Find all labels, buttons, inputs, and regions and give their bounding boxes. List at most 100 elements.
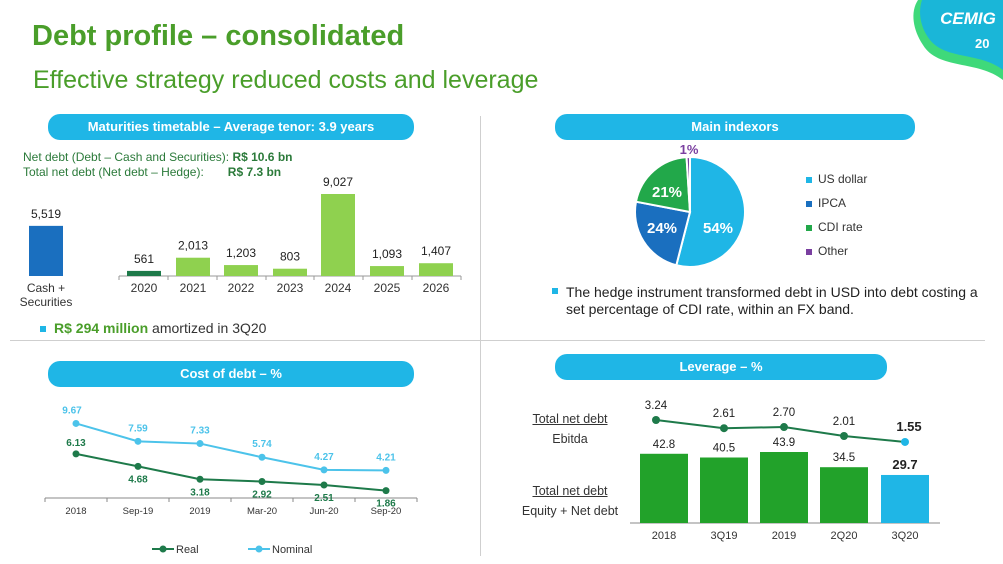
- ratio2-bottom: Equity + Net debt: [521, 504, 619, 518]
- maturities-bar: [370, 266, 404, 276]
- cost-value-label: 4.21: [376, 452, 396, 463]
- cost-legend-label: Real: [176, 544, 199, 556]
- net-debt-label: Net debt (Debt – Cash and Securities):: [23, 150, 230, 164]
- leverage-bar-label: 40.5: [713, 442, 735, 454]
- ratio1-top: Total net debt: [532, 412, 608, 426]
- cost-point: [72, 450, 80, 458]
- leverage-point: [720, 424, 728, 433]
- maturities-category-label: 2026: [423, 281, 450, 295]
- total-net-debt-value: R$ 7.3 bn: [227, 165, 282, 179]
- maturities-category-label: 2023: [277, 281, 304, 295]
- cost-series-line-nominal: [75, 422, 387, 472]
- legend-item: Other: [806, 244, 848, 258]
- cost-value-label: 2.51: [314, 493, 334, 504]
- maturities-value-label: 1,203: [226, 246, 256, 260]
- amortized-value: R$ 294 million: [54, 320, 149, 336]
- legend-label: US dollar: [818, 172, 868, 186]
- cost-of-debt-chart: 2018 Sep-19 2019 Mar-20 Jun-20 Sep-20 6.13 4.68…: [44, 405, 418, 556]
- legend-label: IPCA: [818, 196, 847, 210]
- cost-point: [134, 437, 142, 445]
- net-debt-text: Net debt (Debt – Cash and Securities): R…: [23, 150, 292, 180]
- horizontal-divider: [10, 340, 985, 341]
- maturities-value-label: 5,519: [31, 207, 61, 221]
- maturities-bar: [273, 268, 307, 276]
- leverage-bar-label: 43.9: [773, 437, 795, 449]
- hedge-note: The hedge instrument transformed debt in…: [552, 284, 982, 318]
- indexors-pill: Main indexors: [555, 114, 915, 140]
- logo-text: CEMIG: [940, 9, 996, 28]
- maturities-category-label: 2024: [325, 281, 352, 295]
- cost-category-label: Mar-20: [247, 506, 277, 517]
- leverage-line-label: 1.55: [896, 419, 921, 434]
- cost-point: [258, 453, 266, 461]
- cost-value-label: 2.92: [252, 489, 272, 500]
- maturities-value-label: 1,407: [421, 244, 451, 258]
- leverage-category-label: 2018: [652, 530, 676, 542]
- maturities-bar: [419, 263, 453, 276]
- cost-category-label: Sep-19: [123, 506, 154, 517]
- leverage-point: [652, 416, 660, 424]
- maturities-bar: [224, 265, 258, 276]
- leverage-bar: [640, 453, 688, 523]
- leverage-bar-label: 34.5: [833, 452, 855, 464]
- maturities-bar: [29, 225, 63, 276]
- cost-series-line-real: [75, 452, 387, 492]
- hedge-note-text: The hedge instrument transformed debt in…: [566, 284, 978, 317]
- maturities-value-label: 1,093: [372, 247, 402, 261]
- legend-item: CDI rate: [806, 220, 863, 234]
- cost-value-label: 7.33: [190, 426, 210, 437]
- cost-point: [196, 440, 204, 448]
- cemig-logo: CEMIG: [908, 0, 1003, 87]
- pie-slice-other: [685, 155, 691, 213]
- pie-slice-ipca: [634, 200, 692, 267]
- leverage-category-label: 2Q20: [831, 530, 858, 542]
- cost-category-label: 2019: [189, 506, 210, 517]
- legend-swatch: [806, 176, 812, 183]
- cost-point: [196, 475, 204, 483]
- leverage-line-label: 2.70: [773, 407, 795, 419]
- maturities-bar: [321, 194, 355, 276]
- legend-swatch: [806, 224, 812, 231]
- leverage-line-label: 2.01: [833, 416, 855, 428]
- leverage-line-label: 2.61: [713, 408, 735, 420]
- pie-slice-label: 1%: [680, 142, 699, 157]
- cost-legend-marker: [255, 545, 263, 553]
- ratio1-label: Total net debt Ebitda: [520, 412, 620, 446]
- amortized-text: amortized in 3Q20: [152, 320, 267, 336]
- net-debt-value: R$ 10.6 bn: [232, 150, 293, 164]
- leverage-bar-label: 29.7: [892, 457, 917, 472]
- cost-point: [320, 466, 328, 474]
- maturities-category-label: 2022: [228, 281, 255, 295]
- pie-slice-label: 21%: [652, 184, 682, 201]
- legend-item: IPCA: [806, 196, 846, 210]
- ratio2-label: Total net debt Equity + Net debt: [510, 484, 630, 518]
- cost-legend-marker: [159, 545, 167, 553]
- pie-slice-cdi-rate: [634, 156, 692, 214]
- pie-slice-us-dollar: [675, 155, 746, 268]
- cost-value-label: 4.68: [128, 474, 148, 485]
- maturities-bar: [176, 257, 210, 276]
- legend-swatch: [806, 200, 812, 207]
- maturities-category-label: Securities: [20, 295, 73, 309]
- leverage-line-label: 3.24: [645, 400, 668, 412]
- leverage-category-label: 3Q19: [711, 530, 738, 542]
- cost-value-label: 5.74: [252, 439, 272, 450]
- total-net-debt-label: Total net debt (Net debt – Hedge):: [23, 165, 204, 179]
- cost-value-label: 4.27: [314, 452, 334, 463]
- maturities-category-label: Cash +: [27, 281, 65, 295]
- leverage-category-label: 2019: [772, 530, 796, 542]
- leverage-point: [780, 423, 788, 432]
- leverage-bar: [760, 452, 808, 523]
- indexors-pie-chart: 54% 24% 21% 1%: [634, 142, 746, 268]
- maturities-chart: 5,519 Cash +Securities 561 2020 2,013 2021 1,2…: [20, 175, 462, 309]
- leverage-chart: 42.8 2018 40.5 3Q19 43.9 2019 34.5 2Q20 29.7 3Q20…: [630, 400, 940, 542]
- leverage-category-label: 3Q20: [892, 530, 919, 542]
- bullet-icon: [40, 326, 46, 333]
- bullet-icon: [552, 288, 558, 294]
- leverage-point: [840, 431, 848, 440]
- leverage-bar: [881, 474, 929, 523]
- maturities-pill: Maturities timetable – Average tenor: 3.…: [48, 114, 414, 140]
- leverage-bar: [820, 467, 868, 523]
- cost-point: [320, 481, 328, 489]
- leverage-pill: Leverage – %: [555, 354, 887, 380]
